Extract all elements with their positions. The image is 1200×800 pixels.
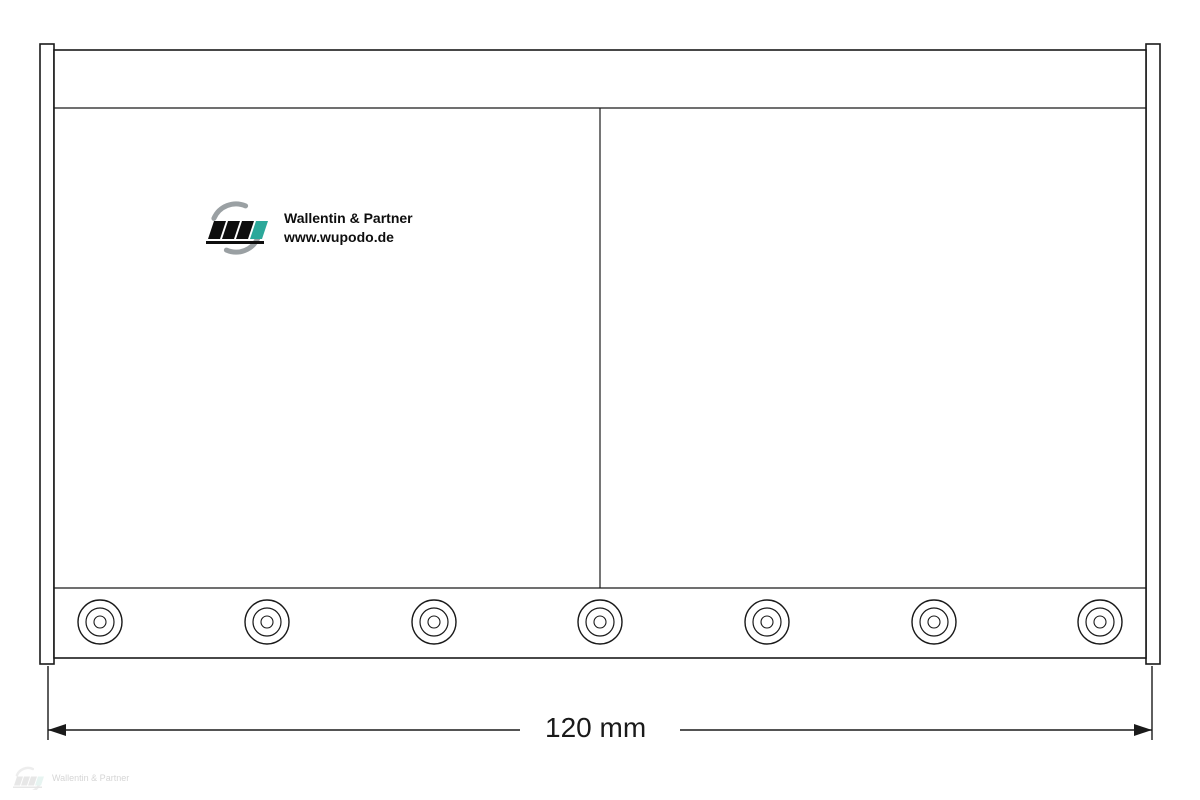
watermark-text: Wallentin & Partner [52, 773, 129, 783]
company-logo-text: Wallentin & Partner www.wupodo.de [284, 209, 413, 247]
dimension-label: 120 mm [545, 712, 646, 744]
drawing-svg [0, 0, 1200, 800]
company-logo-block: Wallentin & Partner www.wupodo.de [200, 200, 413, 256]
watermark-logo-icon [10, 766, 46, 790]
company-logo-icon [200, 200, 272, 256]
watermark: Wallentin & Partner [10, 766, 129, 790]
company-url: www.wupodo.de [284, 228, 413, 247]
company-name: Wallentin & Partner [284, 209, 413, 228]
technical-drawing [0, 0, 1200, 800]
